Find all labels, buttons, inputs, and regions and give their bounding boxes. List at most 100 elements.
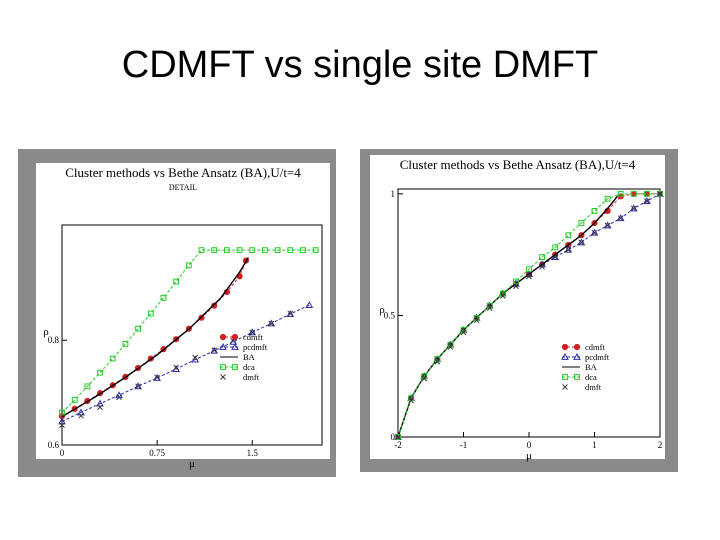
x-tick-label: 1 [592,440,597,450]
series-dca [59,247,319,416]
legend-label-cdmft: cdmft [243,332,263,342]
data-point-dca [395,434,401,440]
data-point-dmft [78,412,84,419]
data-point-dmft [617,215,624,222]
y-tick-label: 0.5 [384,310,396,320]
legend-marker-dmft [562,384,568,390]
data-point-dmft [211,347,218,354]
data-point-pcdmft [96,399,104,407]
legend-marker-dca [220,364,226,370]
data-point-dca [578,220,585,226]
data-point-pcdmft [603,221,612,229]
plot-frame [61,224,323,446]
data-point-dmft [630,205,637,212]
legend-marker-cdmft [219,333,227,341]
data-point-pcdmft [564,245,573,253]
legend-marker-pcdmft [231,342,239,350]
right-figure-frame: Cluster methods vs Bethe Ansatz (BA),U/t… [360,149,678,472]
data-point-pcdmft [210,346,219,354]
data-point-dmft [539,263,545,270]
x-axis-label: μ [526,450,532,462]
data-point-dca [526,266,532,273]
data-point-pcdmft [153,373,161,381]
chart-title: Cluster methods vs Bethe Ansatz (BA),U/t… [400,157,636,172]
x-tick-label: 0 [60,448,65,458]
data-point-dca [109,355,116,362]
data-point-pcdmft [267,319,276,327]
data-point-dmft [395,434,401,440]
data-point-dmft [268,320,275,327]
data-point-dca [644,190,650,197]
data-point-dmft [526,273,532,280]
y-tick-label: 0 [391,432,396,442]
x-tick-label: -2 [394,440,402,450]
legend-marker-dmft [220,374,226,380]
legend-marker-pcdmft [561,352,569,360]
legend-marker-cdmft [573,343,581,351]
series-dmft [59,310,294,428]
legend-label-ba: BA [585,362,598,372]
data-point-dmft [287,310,294,317]
data-point-dmft [154,374,160,381]
series-pcdmft [58,301,314,425]
data-point-dca [249,247,256,254]
legend-label-pcdmft: pcdmft [585,352,610,362]
data-point-dca [84,383,91,390]
data-point-dca [657,190,663,197]
figure-background [370,155,665,459]
legend-label-dmft: dmft [585,382,602,392]
y-tick-label: 1 [391,189,396,199]
legend-label-cdmft: cdmft [585,342,605,352]
data-point-dca [287,247,294,254]
data-point-dmft [591,229,598,236]
legend-label-ba: BA [243,352,256,362]
data-point-dca [122,341,129,347]
legend-marker-cdmft [561,343,569,351]
data-point-dca [97,369,103,376]
data-point-dmft [486,305,493,311]
series-line-pcdmft [61,304,310,422]
legend-label-dca: dca [243,362,255,372]
data-point-pcdmft [77,408,85,416]
series-line-cdmft [397,193,660,438]
data-point-pcdmft [134,382,142,390]
x-tick-label: 0.75 [149,448,165,458]
data-point-dca [59,409,65,416]
data-point-dmft [578,239,585,246]
data-point-dmft [552,254,559,260]
data-point-dmft [249,329,256,336]
legend-label-dmft: dmft [243,372,260,382]
data-point-dmft [408,397,414,404]
data-point-dmft [135,383,141,390]
data-point-dca [262,247,268,254]
data-point-pcdmft [551,253,560,260]
data-point-dmft [460,329,467,336]
y-axis-label: ρ [379,304,385,316]
data-point-dca [173,278,180,285]
series-dmft [395,191,663,440]
data-point-dca [185,262,192,269]
data-point-dmft [604,222,611,229]
x-axis-label: μ [189,458,195,470]
series-ba [61,257,249,418]
legend-label-dca: dca [585,372,597,382]
legend-label-pcdmft: pcdmft [243,342,268,352]
data-point-pcdmft [577,238,586,246]
series-line-dca [61,249,316,413]
chart-subtitle: DETAIL [169,183,197,192]
slide-title: CDMFT vs single site DMFT [121,44,599,86]
data-point-dmft [421,375,428,382]
data-point-dca [135,325,141,332]
data-point-pcdmft [305,301,314,309]
right-chart: Cluster methods vs Bethe Ansatz (BA),U/t… [370,155,665,462]
data-point-dmft [59,422,65,428]
data-point-pcdmft [229,337,238,345]
data-point-pcdmft [286,310,295,317]
series-line-ba [61,257,249,418]
data-point-dca [147,310,154,317]
data-point-dmft [116,394,122,401]
legend-marker-pcdmft [219,342,227,350]
left-figure-frame: Cluster methods vs Bethe Ansatz (BA),U/t… [18,149,336,477]
figure-background [36,163,330,459]
